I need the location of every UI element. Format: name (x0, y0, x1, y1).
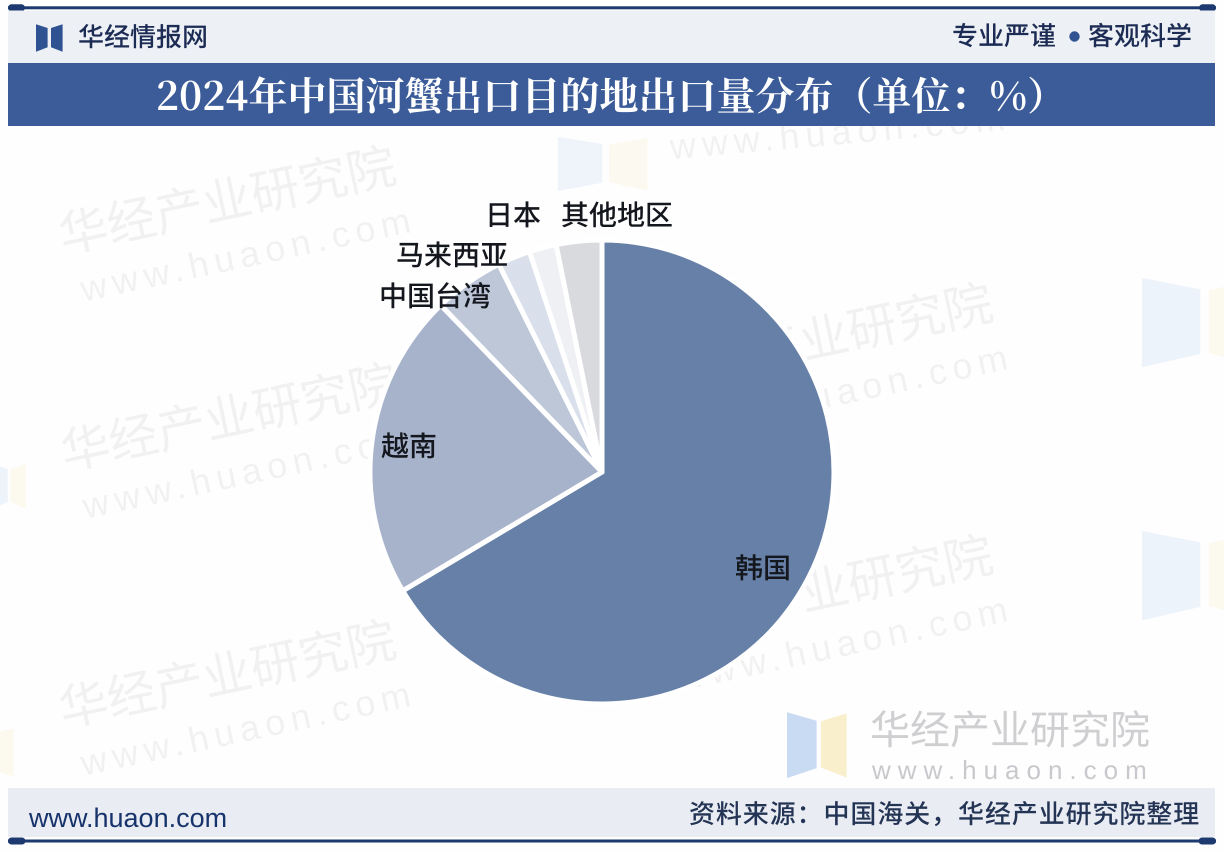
svg-text:www.huaon.com: www.huaon.com (871, 755, 1154, 785)
svg-text:www.huaon.com: www.huaon.com (28, 803, 227, 833)
